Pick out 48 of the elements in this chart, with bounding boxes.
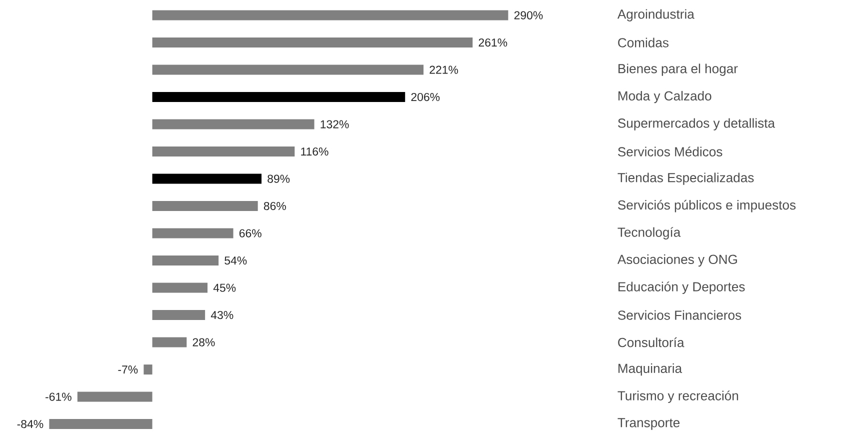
y-tick-label: Bienes para el hogar xyxy=(618,64,738,76)
data-label: -84% xyxy=(17,420,44,428)
y-tick-label: Comidas xyxy=(618,38,668,48)
bar xyxy=(152,64,424,75)
bar xyxy=(152,119,314,130)
bar xyxy=(152,92,406,102)
data-label: 28% xyxy=(192,338,215,346)
bar xyxy=(152,310,206,320)
y-tick-label: Serviciós públicos e impuestos xyxy=(618,200,796,212)
data-label: 89% xyxy=(268,174,290,183)
data-label: 206% xyxy=(411,92,440,102)
data-label: 290% xyxy=(514,11,543,20)
data-label: 116% xyxy=(301,147,328,156)
data-label: 261% xyxy=(478,38,508,47)
y-tick-label: Moda y Calzado xyxy=(618,90,712,104)
bar xyxy=(49,419,152,430)
bar xyxy=(152,146,295,157)
y-tick-label: Servicios Financieros xyxy=(618,310,742,320)
y-tick-label: Tecnología xyxy=(618,227,681,240)
y-tick-label: Asociaciones y ONG xyxy=(617,254,737,267)
y-tick-label: Agroindustria xyxy=(617,9,694,22)
data-label: -7% xyxy=(118,366,138,374)
bar xyxy=(152,38,473,48)
data-label: 45% xyxy=(213,284,236,292)
y-tick-label: Educación y Deportes xyxy=(618,282,745,294)
bar xyxy=(144,364,152,375)
bar xyxy=(152,174,262,184)
data-label: 66% xyxy=(239,229,262,238)
bar xyxy=(152,201,258,212)
data-label: 54% xyxy=(224,256,247,265)
bar xyxy=(152,10,508,20)
y-tick-label: Tiendas Especializadas xyxy=(618,172,754,185)
y-tick-label: Transporte xyxy=(618,418,680,430)
y-tick-label: Turismo y recreación xyxy=(618,390,738,403)
bar xyxy=(152,256,219,266)
data-label: 221% xyxy=(430,66,458,74)
y-tick-label: Supermercados y detallista xyxy=(618,118,775,130)
bar xyxy=(152,228,234,238)
y-tick-label: Maquinaria xyxy=(618,363,682,376)
bar xyxy=(152,282,208,293)
data-label: 132% xyxy=(320,120,349,128)
data-label: 86% xyxy=(264,202,286,210)
bar xyxy=(152,337,187,348)
data-label: 43% xyxy=(210,310,234,320)
y-tick-label: Servicios Médicos xyxy=(618,146,722,156)
bar xyxy=(77,392,152,402)
data-label: -61% xyxy=(46,392,72,401)
y-tick-label: Consultoría xyxy=(618,337,684,348)
